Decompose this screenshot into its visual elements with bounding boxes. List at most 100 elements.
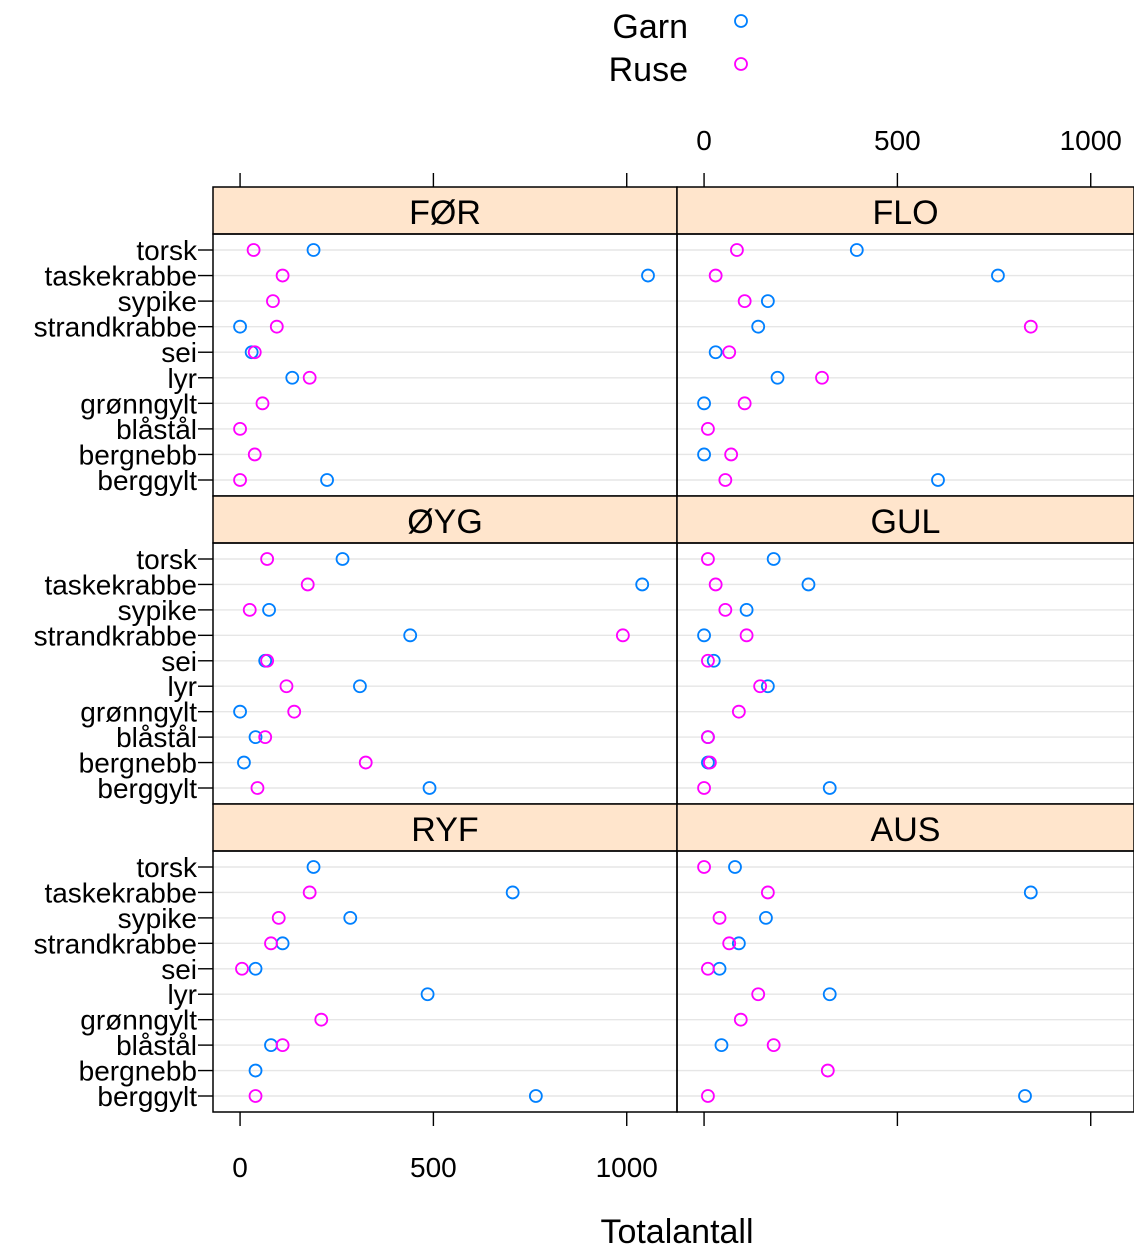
point-oyg-ruse-gronngylt (287, 704, 302, 719)
point-gul-ruse-torsk (701, 552, 715, 566)
point-aus-ruse-gronngylt (733, 1012, 748, 1027)
category-label: sypike (118, 903, 197, 934)
point-flo-garn-strandkrabbe (751, 319, 766, 334)
category-label: berggylt (97, 773, 197, 804)
category-label: torsk (136, 852, 198, 883)
category-label: berggylt (97, 465, 197, 496)
point-flo-ruse-taskekrabbe (708, 268, 723, 283)
category-label: sypike (118, 595, 197, 626)
point-for-ruse-blastal (233, 421, 247, 436)
point-ryf-garn-bergnebb (248, 1063, 263, 1078)
category-label: lyr (167, 363, 197, 394)
point-for-garn-torsk (306, 243, 321, 257)
panel-title-gul: GUL (871, 503, 941, 541)
panel-frame-ryf (212, 850, 678, 1113)
category-label: taskekrabbe (44, 261, 197, 292)
legend-marker-ruse (734, 57, 748, 71)
category-label: sei (161, 954, 197, 985)
panel-frame-for (212, 233, 678, 497)
point-aus-ruse-blastal (766, 1038, 781, 1053)
point-for-garn-strandkrabbe (233, 319, 247, 334)
panel-frame-oyg (212, 542, 678, 805)
category-label: strandkrabbe (34, 312, 197, 343)
category-label: sei (161, 646, 197, 677)
point-oyg-ruse-torsk (260, 552, 275, 566)
category-label: strandkrabbe (34, 620, 197, 651)
point-oyg-ruse-blastal (258, 730, 273, 745)
category-label: sypike (118, 286, 197, 317)
point-ryf-ruse-sei (235, 961, 249, 976)
category-label: bergnebb (79, 439, 197, 470)
point-aus-ruse-sei (701, 961, 715, 976)
point-ryf-ruse-strandkrabbe (264, 936, 278, 951)
point-aus-ruse-strandkrabbe (722, 936, 737, 951)
point-aus-ruse-taskekrabbe (760, 885, 775, 900)
point-aus-ruse-berggylt (701, 1089, 715, 1103)
category-label: lyr (167, 979, 197, 1010)
point-for-garn-taskekrabbe (641, 268, 655, 283)
panel-title-flo: FLO (872, 194, 938, 232)
legend-marker-garn (734, 14, 748, 28)
point-gul-ruse-lyr (753, 679, 768, 694)
point-ryf-garn-lyr (420, 987, 435, 1002)
point-aus-garn-lyr (822, 987, 837, 1002)
category-label: taskekrabbe (44, 877, 197, 908)
point-flo-garn-lyr (770, 370, 785, 385)
point-oyg-ruse-bergnebb (358, 755, 373, 770)
point-oyg-garn-blastal (248, 730, 263, 745)
point-ryf-garn-sypike (343, 910, 358, 925)
point-for-ruse-sei (247, 345, 262, 360)
panel-title-aus: AUS (871, 811, 941, 849)
point-oyg-garn-bergnebb (237, 755, 251, 770)
point-ryf-garn-taskekrabbe (505, 885, 520, 900)
point-oyg-ruse-sei (260, 653, 275, 668)
point-aus-ruse-bergnebb (820, 1063, 835, 1078)
point-aus-garn-strandkrabbe (731, 936, 746, 951)
point-for-garn-lyr (285, 370, 300, 385)
legend-label-ruse: Ruse (609, 51, 688, 89)
category-label: strandkrabbe (34, 928, 197, 959)
category-label: torsk (136, 544, 198, 575)
point-oyg-garn-gronngylt (233, 704, 247, 719)
gridlines (213, 249, 1134, 1097)
point-flo-garn-taskekrabbe (991, 268, 1005, 283)
point-aus-ruse-sypike (712, 910, 727, 925)
point-aus-ruse-torsk (697, 860, 711, 874)
panel-frame-aus (676, 850, 1134, 1113)
panel-title-for: FØR (409, 194, 481, 232)
point-flo-garn-berggylt (931, 473, 945, 487)
point-ryf-garn-torsk (306, 860, 321, 874)
point-gul-garn-taskekrabbe (801, 577, 816, 592)
point-for-ruse-gronngylt (255, 396, 270, 411)
point-gul-garn-sypike (739, 602, 754, 617)
category-label: blåstål (116, 722, 197, 753)
point-for-ruse-strandkrabbe (269, 319, 284, 334)
point-flo-ruse-bergnebb (724, 447, 739, 462)
point-ryf-ruse-taskekrabbe (302, 885, 317, 900)
point-ryf-ruse-sypike (271, 910, 286, 925)
point-ryf-garn-berggylt (528, 1089, 543, 1103)
point-for-ruse-bergnebb (247, 447, 262, 462)
point-gul-garn-sei (706, 653, 721, 668)
point-flo-garn-bergnebb (697, 447, 711, 462)
point-flo-ruse-torsk (730, 243, 744, 257)
point-ryf-ruse-blastal (275, 1038, 290, 1053)
point-flo-ruse-sypike (737, 294, 752, 309)
point-oyg-garn-taskekrabbe (635, 577, 650, 592)
point-ryf-ruse-gronngylt (314, 1012, 329, 1027)
category-label: grønngylt (80, 388, 197, 419)
point-for-ruse-berggylt (233, 473, 247, 487)
strip-flo (676, 186, 1134, 235)
point-gul-ruse-berggylt (697, 781, 711, 795)
category-label: berggylt (97, 1081, 197, 1112)
point-for-ruse-sypike (266, 294, 280, 309)
point-gul-ruse-sypike (718, 602, 733, 617)
point-flo-ruse-lyr (815, 370, 829, 385)
point-for-garn-berggylt (320, 473, 334, 487)
panel-title-oyg: ØYG (407, 503, 483, 541)
x-tick-label-bottom: 500 (410, 1152, 457, 1183)
point-for-ruse-lyr (302, 370, 317, 385)
panel-frame-flo (676, 233, 1134, 497)
point-gul-ruse-sei (701, 653, 715, 668)
